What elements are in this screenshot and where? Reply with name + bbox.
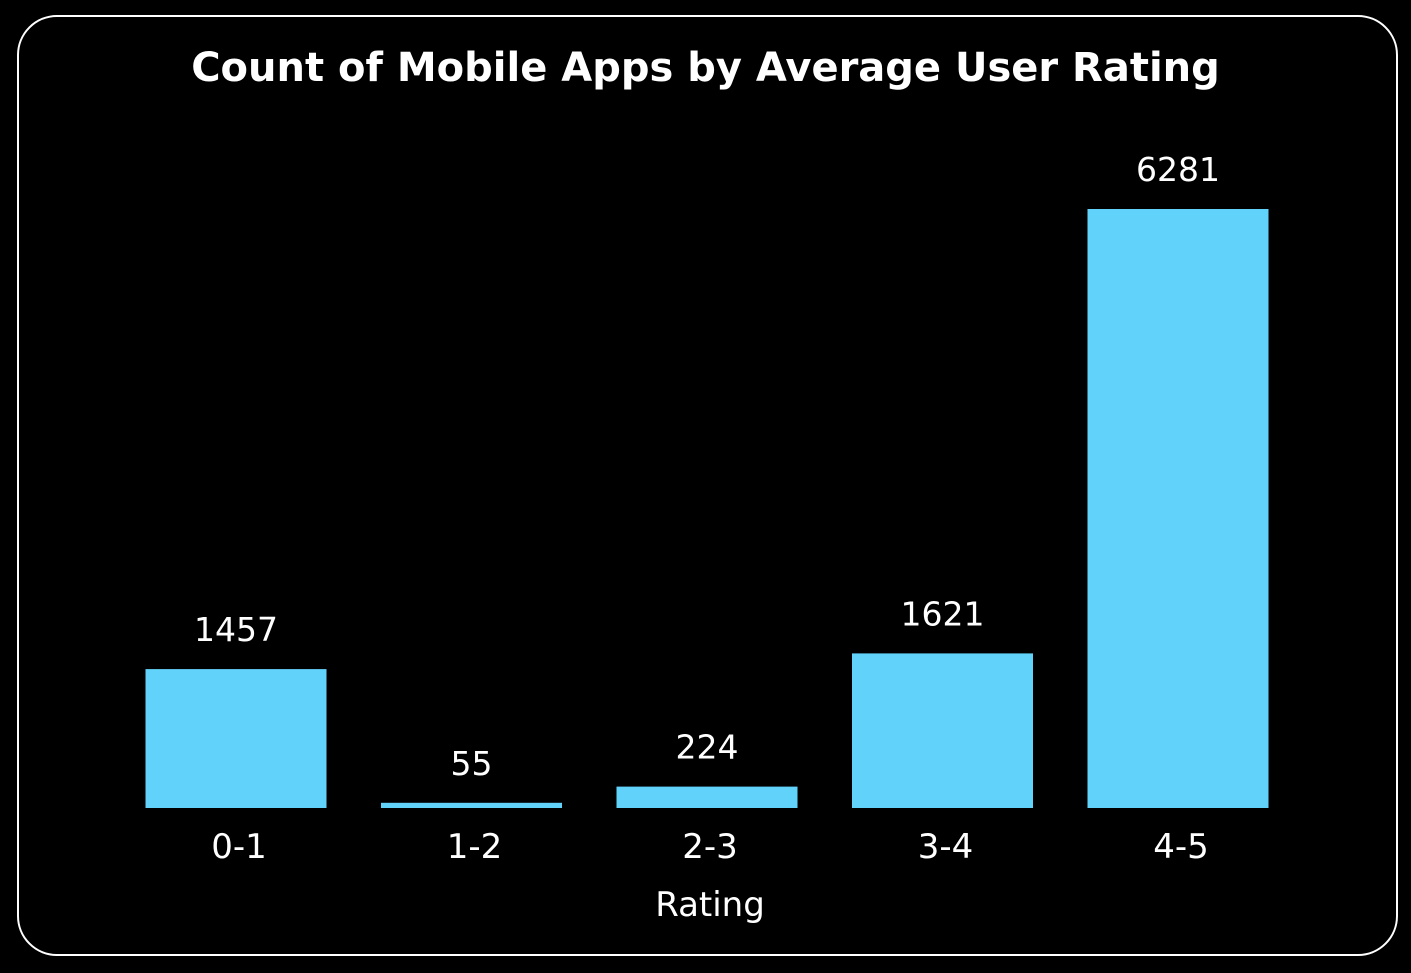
value-label-2-3: 224 — [676, 728, 739, 767]
value-label-4-5: 6281 — [1136, 150, 1220, 189]
x-tick-label-1-2: 1-2 — [447, 827, 503, 867]
x-tick-label-4-5: 4-5 — [1153, 827, 1209, 867]
bars-group — [145, 209, 1269, 808]
value-labels-group: 1457 55 224 1621 6281 — [194, 150, 1220, 783]
x-tick-labels-group: 0-1 1-2 2-3 3-4 4-5 — [211, 827, 1209, 867]
x-tick-label-3-4: 3-4 — [918, 827, 974, 867]
chart-title: Count of Mobile Apps by Average User Rat… — [191, 45, 1220, 91]
x-tick-label-0-1: 0-1 — [211, 827, 267, 867]
value-label-0-1: 1457 — [194, 610, 278, 649]
bar-4-5 — [1087, 209, 1269, 808]
value-label-3-4: 1621 — [901, 594, 985, 633]
x-axis-label: Rating — [655, 885, 765, 925]
bar-2-3 — [616, 786, 798, 808]
bar-1-2 — [381, 802, 562, 808]
bar-0-1 — [145, 669, 327, 808]
x-tick-label-2-3: 2-3 — [682, 827, 738, 867]
value-label-1-2: 55 — [451, 744, 493, 783]
bar-3-4 — [852, 653, 1033, 808]
